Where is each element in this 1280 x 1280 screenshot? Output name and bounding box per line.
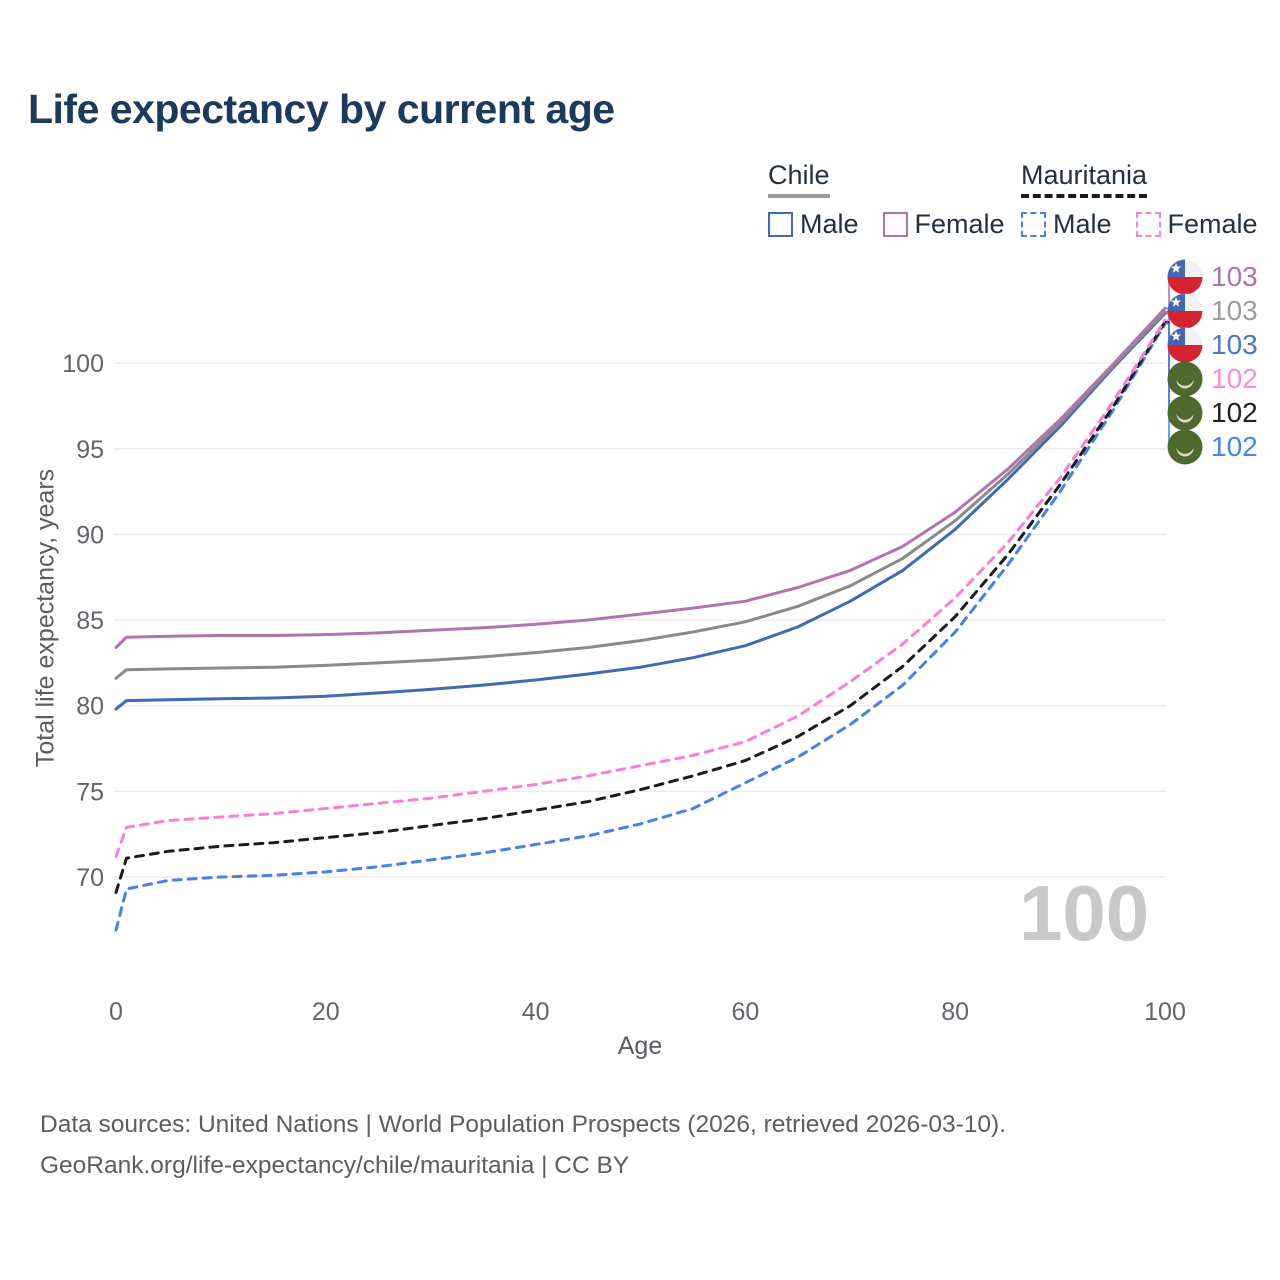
end-label-mauritania-female: 102 [1167, 361, 1258, 397]
legend-header-mauritania: Mauritania [1021, 160, 1148, 198]
y-tick-label: 70 [76, 864, 104, 892]
mauritania-flag-icon [1167, 395, 1203, 431]
chile-flag-icon [1167, 259, 1203, 295]
x-tick-label: 100 [1144, 998, 1186, 1026]
legend-item-mauritania-male[interactable]: Male [1021, 209, 1112, 240]
end-label-chile-female: 103 [1167, 259, 1258, 295]
y-tick-label: 75 [76, 778, 104, 806]
y-tick-label: 85 [76, 607, 104, 635]
attribution-text: GeoRank.org/life-expectancy/chile/maurit… [40, 1152, 630, 1179]
chile-female-line-swatch [882, 212, 908, 237]
end-label-value: 102 [1211, 431, 1258, 462]
legend-group-mauritania: Mauritania Male Female [1021, 160, 1258, 240]
series-line-chile-male [114, 311, 1167, 711]
y-tick-label: 95 [76, 436, 104, 464]
legend-header-chile: Chile [768, 160, 830, 198]
end-label-value: 103 [1211, 295, 1258, 326]
legend-item-label: Female [914, 209, 1005, 239]
x-tick-label: 40 [522, 998, 550, 1026]
series-line-mauritania-male [114, 322, 1167, 932]
legend-group-chile: Chile Male Female [768, 160, 1005, 240]
series-line-chile-female [114, 306, 1167, 649]
mauritania-flag-icon [1167, 429, 1203, 465]
x-tick-label: 80 [941, 998, 969, 1026]
end-label-value: 102 [1211, 363, 1258, 394]
x-tick-label: 60 [731, 998, 759, 1026]
legend-item-chile-female[interactable]: Female [882, 209, 1005, 240]
legend-item-mauritania-female[interactable]: Female [1135, 209, 1258, 240]
y-tick-label: 80 [76, 693, 104, 721]
age-watermark: 100 [1019, 869, 1150, 957]
series-line-chile-total [114, 310, 1167, 680]
end-label-chile-total: 103 [1167, 293, 1258, 329]
x-tick-label: 20 [312, 998, 340, 1026]
mauritania-male-line-swatch [1021, 212, 1046, 237]
end-label-mauritania-total: 102 [1167, 395, 1258, 431]
footer: Data sources: United Nations | World Pop… [40, 1104, 1240, 1186]
end-label-value: 102 [1211, 397, 1258, 428]
data-sources-text: Data sources: United Nations | World Pop… [40, 1111, 1007, 1138]
chile-male-line-swatch [768, 212, 793, 237]
series-line-mauritania-female [114, 318, 1167, 858]
legend-item-label: Male [1053, 209, 1112, 239]
end-label-mauritania-male: 102 [1167, 429, 1258, 465]
page-title: Life expectancy by current age [28, 86, 615, 132]
chile-flag-icon [1167, 293, 1203, 329]
end-label-value: 103 [1211, 329, 1258, 360]
series-line-mauritania-total [114, 320, 1167, 894]
legend-item-chile-male[interactable]: Male [768, 209, 859, 240]
end-label-value: 103 [1211, 261, 1258, 292]
mauritania-flag-icon [1167, 361, 1203, 397]
x-tick-label: 0 [109, 998, 123, 1026]
y-tick-label: 100 [62, 350, 104, 378]
chile-flag-icon [1167, 327, 1203, 363]
legend-item-label: Female [1167, 209, 1258, 239]
mauritania-female-line-swatch [1135, 212, 1161, 237]
end-label-chile-male: 103 [1167, 327, 1258, 363]
legend-item-label: Male [800, 209, 859, 239]
y-tick-label: 90 [76, 521, 104, 549]
x-axis-title: Age [617, 1032, 663, 1060]
